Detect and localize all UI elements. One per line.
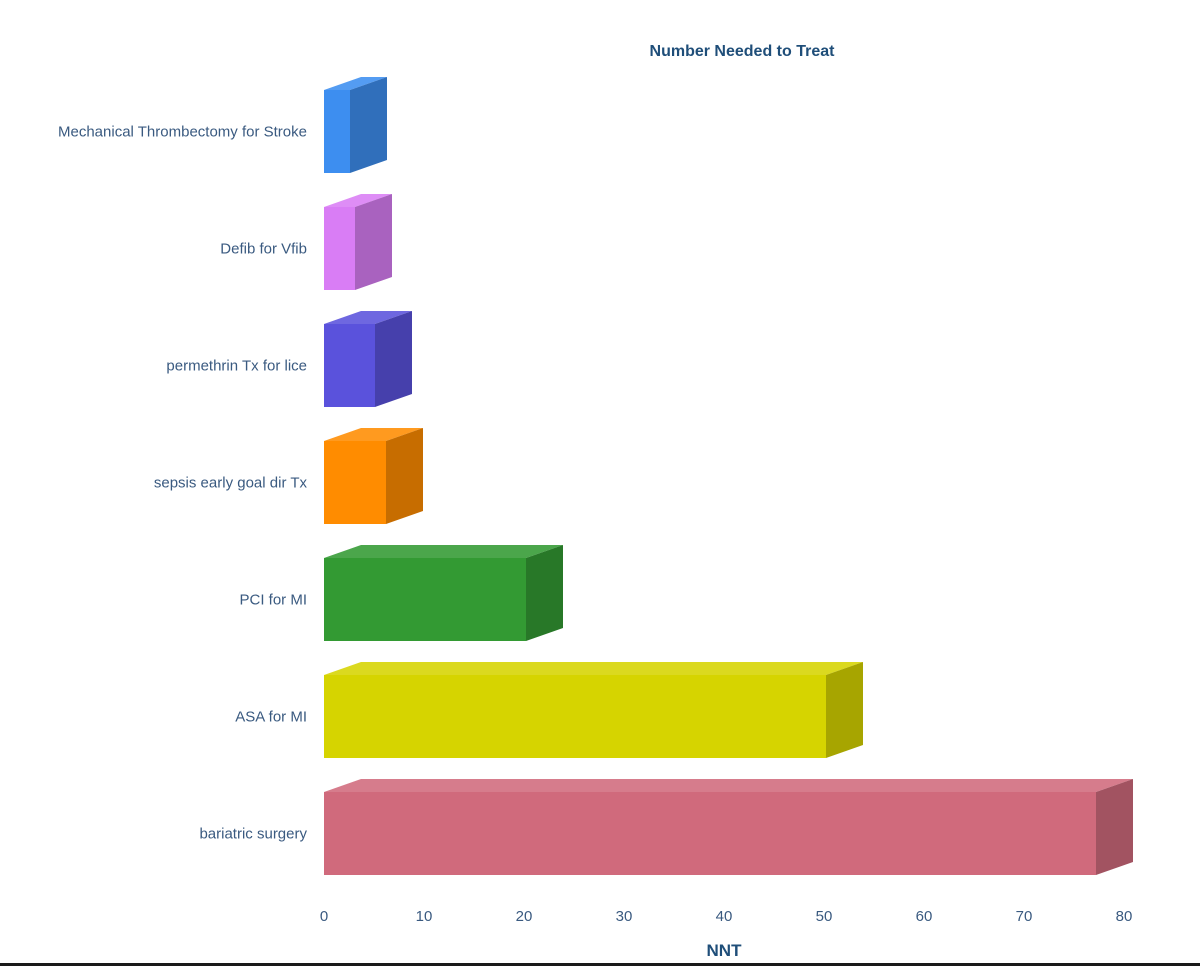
x-tick-label: 30 bbox=[616, 908, 633, 925]
bar-top-face bbox=[324, 194, 392, 207]
bar-top-face bbox=[324, 311, 412, 324]
bar bbox=[324, 779, 1133, 875]
bar-top-face bbox=[324, 545, 563, 558]
bar-side-face bbox=[1096, 779, 1133, 875]
x-axis-ticks: 0 10 20 30 40 50 60 70 80 bbox=[320, 908, 1133, 925]
x-tick-label: 50 bbox=[816, 908, 833, 925]
x-tick-label: 10 bbox=[416, 908, 433, 925]
bar-side-face bbox=[375, 311, 412, 407]
x-axis-label: NNT bbox=[707, 941, 743, 960]
bar-side-face bbox=[386, 428, 423, 524]
bar bbox=[324, 428, 423, 524]
bar bbox=[324, 194, 392, 290]
x-tick-label: 40 bbox=[716, 908, 733, 925]
bar-top-face bbox=[324, 779, 1133, 792]
bar-front-face bbox=[324, 792, 1096, 875]
category-label: bariatric surgery bbox=[199, 826, 307, 843]
x-tick-label: 60 bbox=[916, 908, 933, 925]
bar-front-face bbox=[324, 558, 526, 641]
x-tick-label: 70 bbox=[1016, 908, 1033, 925]
bar-top-face bbox=[324, 77, 387, 90]
bar-top-face bbox=[324, 428, 423, 441]
bar bbox=[324, 77, 387, 173]
category-label: Mechanical Thrombectomy for Stroke bbox=[58, 124, 307, 141]
x-tick-label: 0 bbox=[320, 908, 328, 925]
bars-group bbox=[324, 77, 1133, 875]
category-label: PCI for MI bbox=[239, 592, 307, 609]
chart-title: Number Needed to Treat bbox=[650, 43, 836, 60]
bar-side-face bbox=[355, 194, 392, 290]
category-label: permethrin Tx for lice bbox=[166, 358, 307, 375]
bar-top-face bbox=[324, 662, 863, 675]
category-label: sepsis early goal dir Tx bbox=[154, 475, 308, 492]
category-label: Defib for Vfib bbox=[220, 241, 307, 258]
bar bbox=[324, 662, 863, 758]
bottom-border bbox=[0, 963, 1200, 966]
x-tick-label: 80 bbox=[1116, 908, 1133, 925]
category-label: ASA for MI bbox=[235, 709, 307, 726]
bar-front-face bbox=[324, 675, 826, 758]
bar bbox=[324, 545, 563, 641]
bar bbox=[324, 311, 412, 407]
bar-front-face bbox=[324, 90, 350, 173]
bar-front-face bbox=[324, 207, 355, 290]
bar-side-face bbox=[350, 77, 387, 173]
bar-side-face bbox=[526, 545, 563, 641]
category-labels: Mechanical Thrombectomy for Stroke Defib … bbox=[58, 124, 307, 843]
x-tick-label: 20 bbox=[516, 908, 533, 925]
bar-side-face bbox=[826, 662, 863, 758]
bar-front-face bbox=[324, 324, 375, 407]
bar-front-face bbox=[324, 441, 386, 524]
